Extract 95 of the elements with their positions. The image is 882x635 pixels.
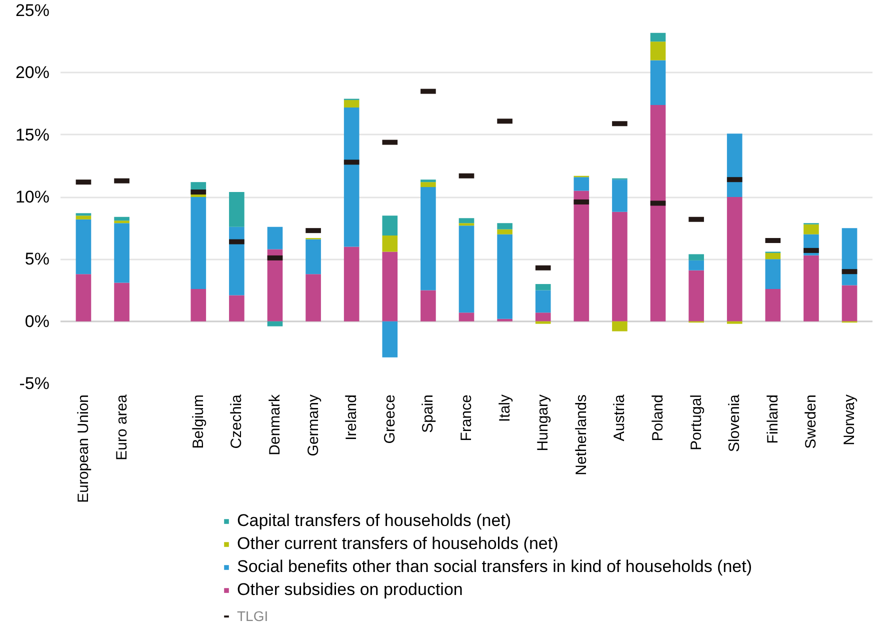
- y-tick-label: 5%: [24, 250, 50, 269]
- bar: [229, 192, 244, 227]
- y-tick-label: 20%: [15, 63, 50, 82]
- bar: [344, 246, 360, 322]
- bar: [420, 187, 436, 290]
- bar: [458, 223, 474, 226]
- y-tick-label: 0%: [24, 312, 50, 331]
- x-tick-label: Greece: [381, 394, 398, 444]
- x-tick-label: Austria: [611, 394, 628, 442]
- bar: [229, 295, 244, 322]
- bar: [535, 321, 551, 324]
- bar: [726, 321, 742, 324]
- bar: [574, 177, 590, 191]
- bar: [114, 223, 130, 283]
- x-tick-label: Spain: [420, 394, 437, 433]
- bar: [497, 318, 512, 322]
- bar: [612, 212, 628, 322]
- bar: [229, 226, 244, 296]
- bar: [688, 270, 704, 322]
- bar: [267, 226, 283, 250]
- bar: [114, 220, 130, 224]
- y-tick-label: 25%: [15, 1, 50, 20]
- bar: [726, 197, 742, 322]
- bar: [650, 60, 666, 105]
- x-tick-label: Italy: [496, 394, 514, 422]
- bar: [306, 274, 321, 322]
- bar: [382, 252, 398, 322]
- bar: [420, 290, 436, 322]
- legend-label: Other current transfers of households (net): [237, 534, 558, 554]
- x-tick-label: Germany: [304, 394, 322, 456]
- bar: [612, 321, 628, 332]
- x-tick-label: Norway: [841, 394, 858, 446]
- bar: [458, 312, 474, 322]
- bar: [497, 234, 512, 319]
- bar: [382, 321, 398, 358]
- x-tick-label: Ireland: [343, 394, 360, 440]
- bar: [114, 216, 130, 221]
- x-tick-label: Euro area: [113, 394, 130, 460]
- bar: [76, 216, 92, 220]
- x-tick-label: Czechia: [228, 394, 246, 449]
- x-tick-label: Slovenia: [726, 394, 744, 452]
- bar: [344, 100, 360, 108]
- bar: [344, 107, 360, 247]
- bar: [535, 312, 551, 322]
- bar: [76, 274, 92, 322]
- bar: [190, 197, 206, 290]
- bar: [765, 289, 781, 322]
- bar: [765, 259, 781, 290]
- bar: [574, 190, 590, 322]
- x-tick-label: Poland: [650, 394, 667, 442]
- bar: [726, 134, 742, 197]
- bar: [688, 254, 704, 260]
- bar: [765, 252, 781, 260]
- bar: [842, 228, 858, 286]
- x-tick-label: France: [458, 394, 475, 442]
- x-tick-label: Hungary: [534, 394, 552, 452]
- y-tick-label: 15%: [15, 125, 50, 144]
- y-tick-label: 10%: [15, 188, 50, 206]
- bar: [688, 260, 704, 270]
- bar: [612, 180, 628, 212]
- x-tick-label: Sweden: [802, 394, 820, 449]
- bar: [497, 223, 512, 230]
- bar: [382, 236, 398, 252]
- bar: [420, 180, 436, 182]
- bar: [458, 218, 474, 224]
- x-tick-label: Netherlands: [572, 394, 590, 476]
- x-tick-label: European Union: [74, 394, 92, 503]
- bar: [650, 104, 666, 322]
- bar: [382, 216, 398, 236]
- bar: [267, 249, 283, 322]
- x-tick-label: Denmark: [266, 394, 284, 456]
- bar: [804, 255, 819, 322]
- bar: [650, 32, 666, 42]
- legend-label: Social benefits other than social transfers in kind of households (net): [237, 557, 752, 577]
- bar: [306, 239, 321, 274]
- y-tick-label: -5%: [19, 374, 50, 393]
- bar: [842, 285, 858, 322]
- bar: [190, 289, 206, 322]
- bar: [650, 42, 666, 60]
- bar: [420, 182, 436, 188]
- bar: [535, 284, 551, 290]
- legend-label: Other subsidies on production: [237, 580, 463, 600]
- bar: [458, 226, 474, 313]
- legend-label: Capital transfers of households (net): [237, 511, 512, 531]
- legend-label: TLGI: [237, 608, 268, 624]
- bar: [76, 213, 92, 216]
- x-tick-label: Belgium: [190, 394, 207, 449]
- bar: [535, 290, 551, 313]
- x-tick-label: Finland: [764, 394, 782, 444]
- bar: [497, 229, 512, 234]
- bar: [267, 321, 283, 326]
- x-tick-label: Portugal: [688, 394, 705, 450]
- bar: [804, 224, 819, 234]
- bar: [114, 282, 130, 322]
- bar: [76, 219, 92, 274]
